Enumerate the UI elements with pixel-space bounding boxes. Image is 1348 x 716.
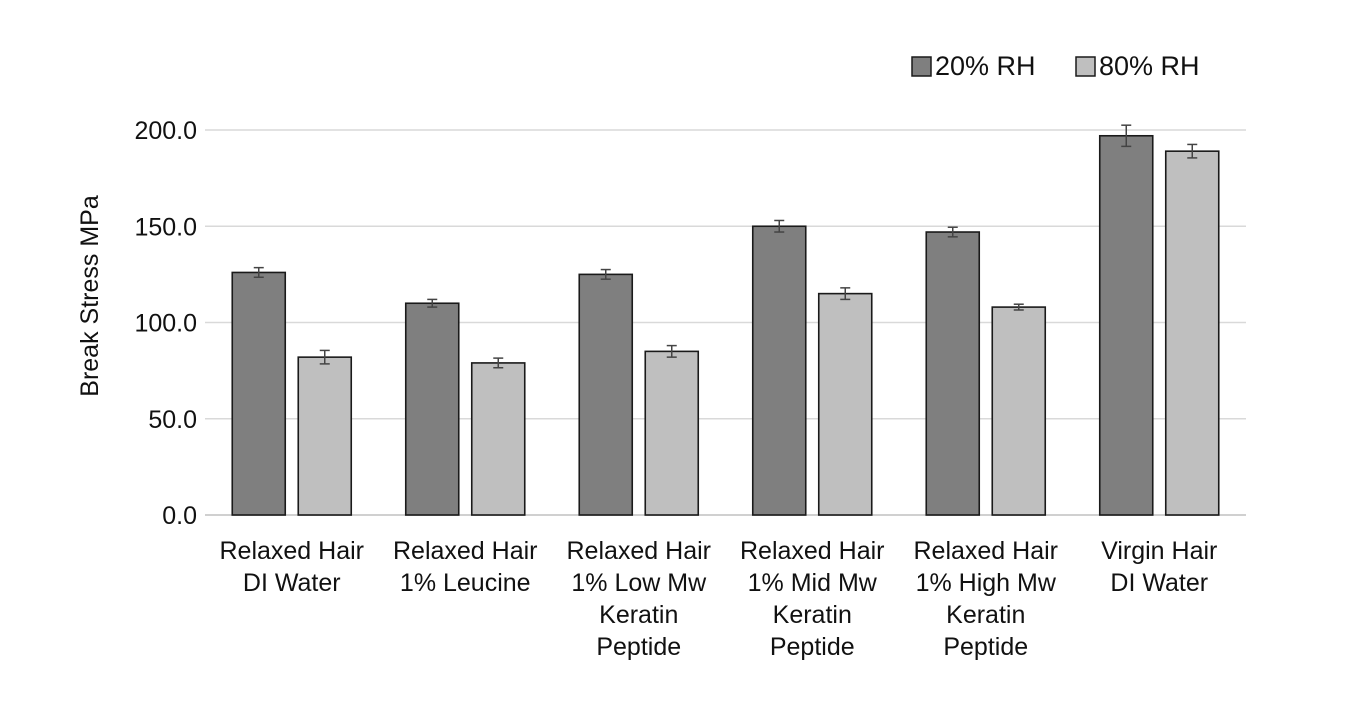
x-tick-label: Keratin <box>773 601 852 629</box>
x-tick-label: 1% Low Mw <box>571 569 707 597</box>
y-tick-label: 0.0 <box>162 502 197 530</box>
y-axis-ticks: 0.0 50.0 100.0 150.0 200.0 <box>134 117 197 530</box>
y-axis-title: Break Stress MPa <box>76 195 104 397</box>
x-tick-label: DI Water <box>1110 569 1208 597</box>
error-bar <box>1187 143 1198 159</box>
x-tick-label: Virgin Hair <box>1101 537 1217 565</box>
x-tick-label: Peptide <box>943 633 1028 661</box>
bar-20-rh <box>231 271 287 516</box>
error-bar <box>947 226 958 238</box>
x-tick-label: Relaxed Hair <box>219 537 364 565</box>
error-bar <box>600 268 611 280</box>
bar-20-rh <box>578 273 634 516</box>
bar-80-rh <box>470 362 526 516</box>
x-tick-label: Relaxed Hair <box>566 537 711 565</box>
bar-20-rh <box>751 225 807 516</box>
gridlines <box>205 129 1246 420</box>
legend-item: 80% RH <box>1075 51 1200 81</box>
bar-80-rh <box>991 306 1047 516</box>
y-tick-label: 100.0 <box>134 310 197 338</box>
category-labels: Relaxed Hair DI Water Relaxed Hair 1% Leuci… <box>219 537 1217 661</box>
x-tick-label: Keratin <box>946 601 1025 629</box>
error-bar <box>1121 124 1132 148</box>
legend-swatch <box>911 56 932 77</box>
bar-80-rh <box>1164 150 1220 516</box>
x-tick-label: Peptide <box>770 633 855 661</box>
x-tick-label: DI Water <box>243 569 341 597</box>
legend-label: 20% RH <box>935 51 1036 81</box>
x-tick-label: 1% Mid Mw <box>748 569 878 597</box>
x-tick-label: Keratin <box>599 601 678 629</box>
error-bar <box>666 344 677 358</box>
legend-item: 20% RH <box>911 51 1036 81</box>
error-bar <box>1013 303 1024 311</box>
legend-label: 80% RH <box>1099 51 1200 81</box>
y-tick-label: 150.0 <box>134 213 197 241</box>
error-bar <box>774 219 785 233</box>
x-tick-label: 1% Leucine <box>400 569 531 597</box>
error-bar <box>840 287 851 301</box>
bar-80-rh <box>644 350 700 516</box>
x-tick-label: Relaxed Hair <box>740 537 885 565</box>
bar-20-rh <box>404 302 460 516</box>
x-tick-label: Peptide <box>596 633 681 661</box>
bar-80-rh <box>297 356 353 516</box>
legend: 20% RH 80% RH <box>911 51 1200 81</box>
error-bar <box>493 357 504 369</box>
x-tick-label: 1% High Mw <box>916 569 1057 597</box>
bar-80-rh <box>817 292 873 516</box>
x-tick-label: Relaxed Hair <box>393 537 538 565</box>
y-tick-label: 200.0 <box>134 117 197 145</box>
y-tick-label: 50.0 <box>148 406 197 434</box>
bar-20-rh <box>925 231 981 516</box>
error-bar <box>253 266 264 279</box>
bars <box>231 124 1220 516</box>
error-bar <box>319 349 330 365</box>
bar-20-rh <box>1098 134 1154 516</box>
error-bar <box>427 298 438 308</box>
x-tick-label: Relaxed Hair <box>913 537 1058 565</box>
legend-swatch <box>1075 56 1096 77</box>
